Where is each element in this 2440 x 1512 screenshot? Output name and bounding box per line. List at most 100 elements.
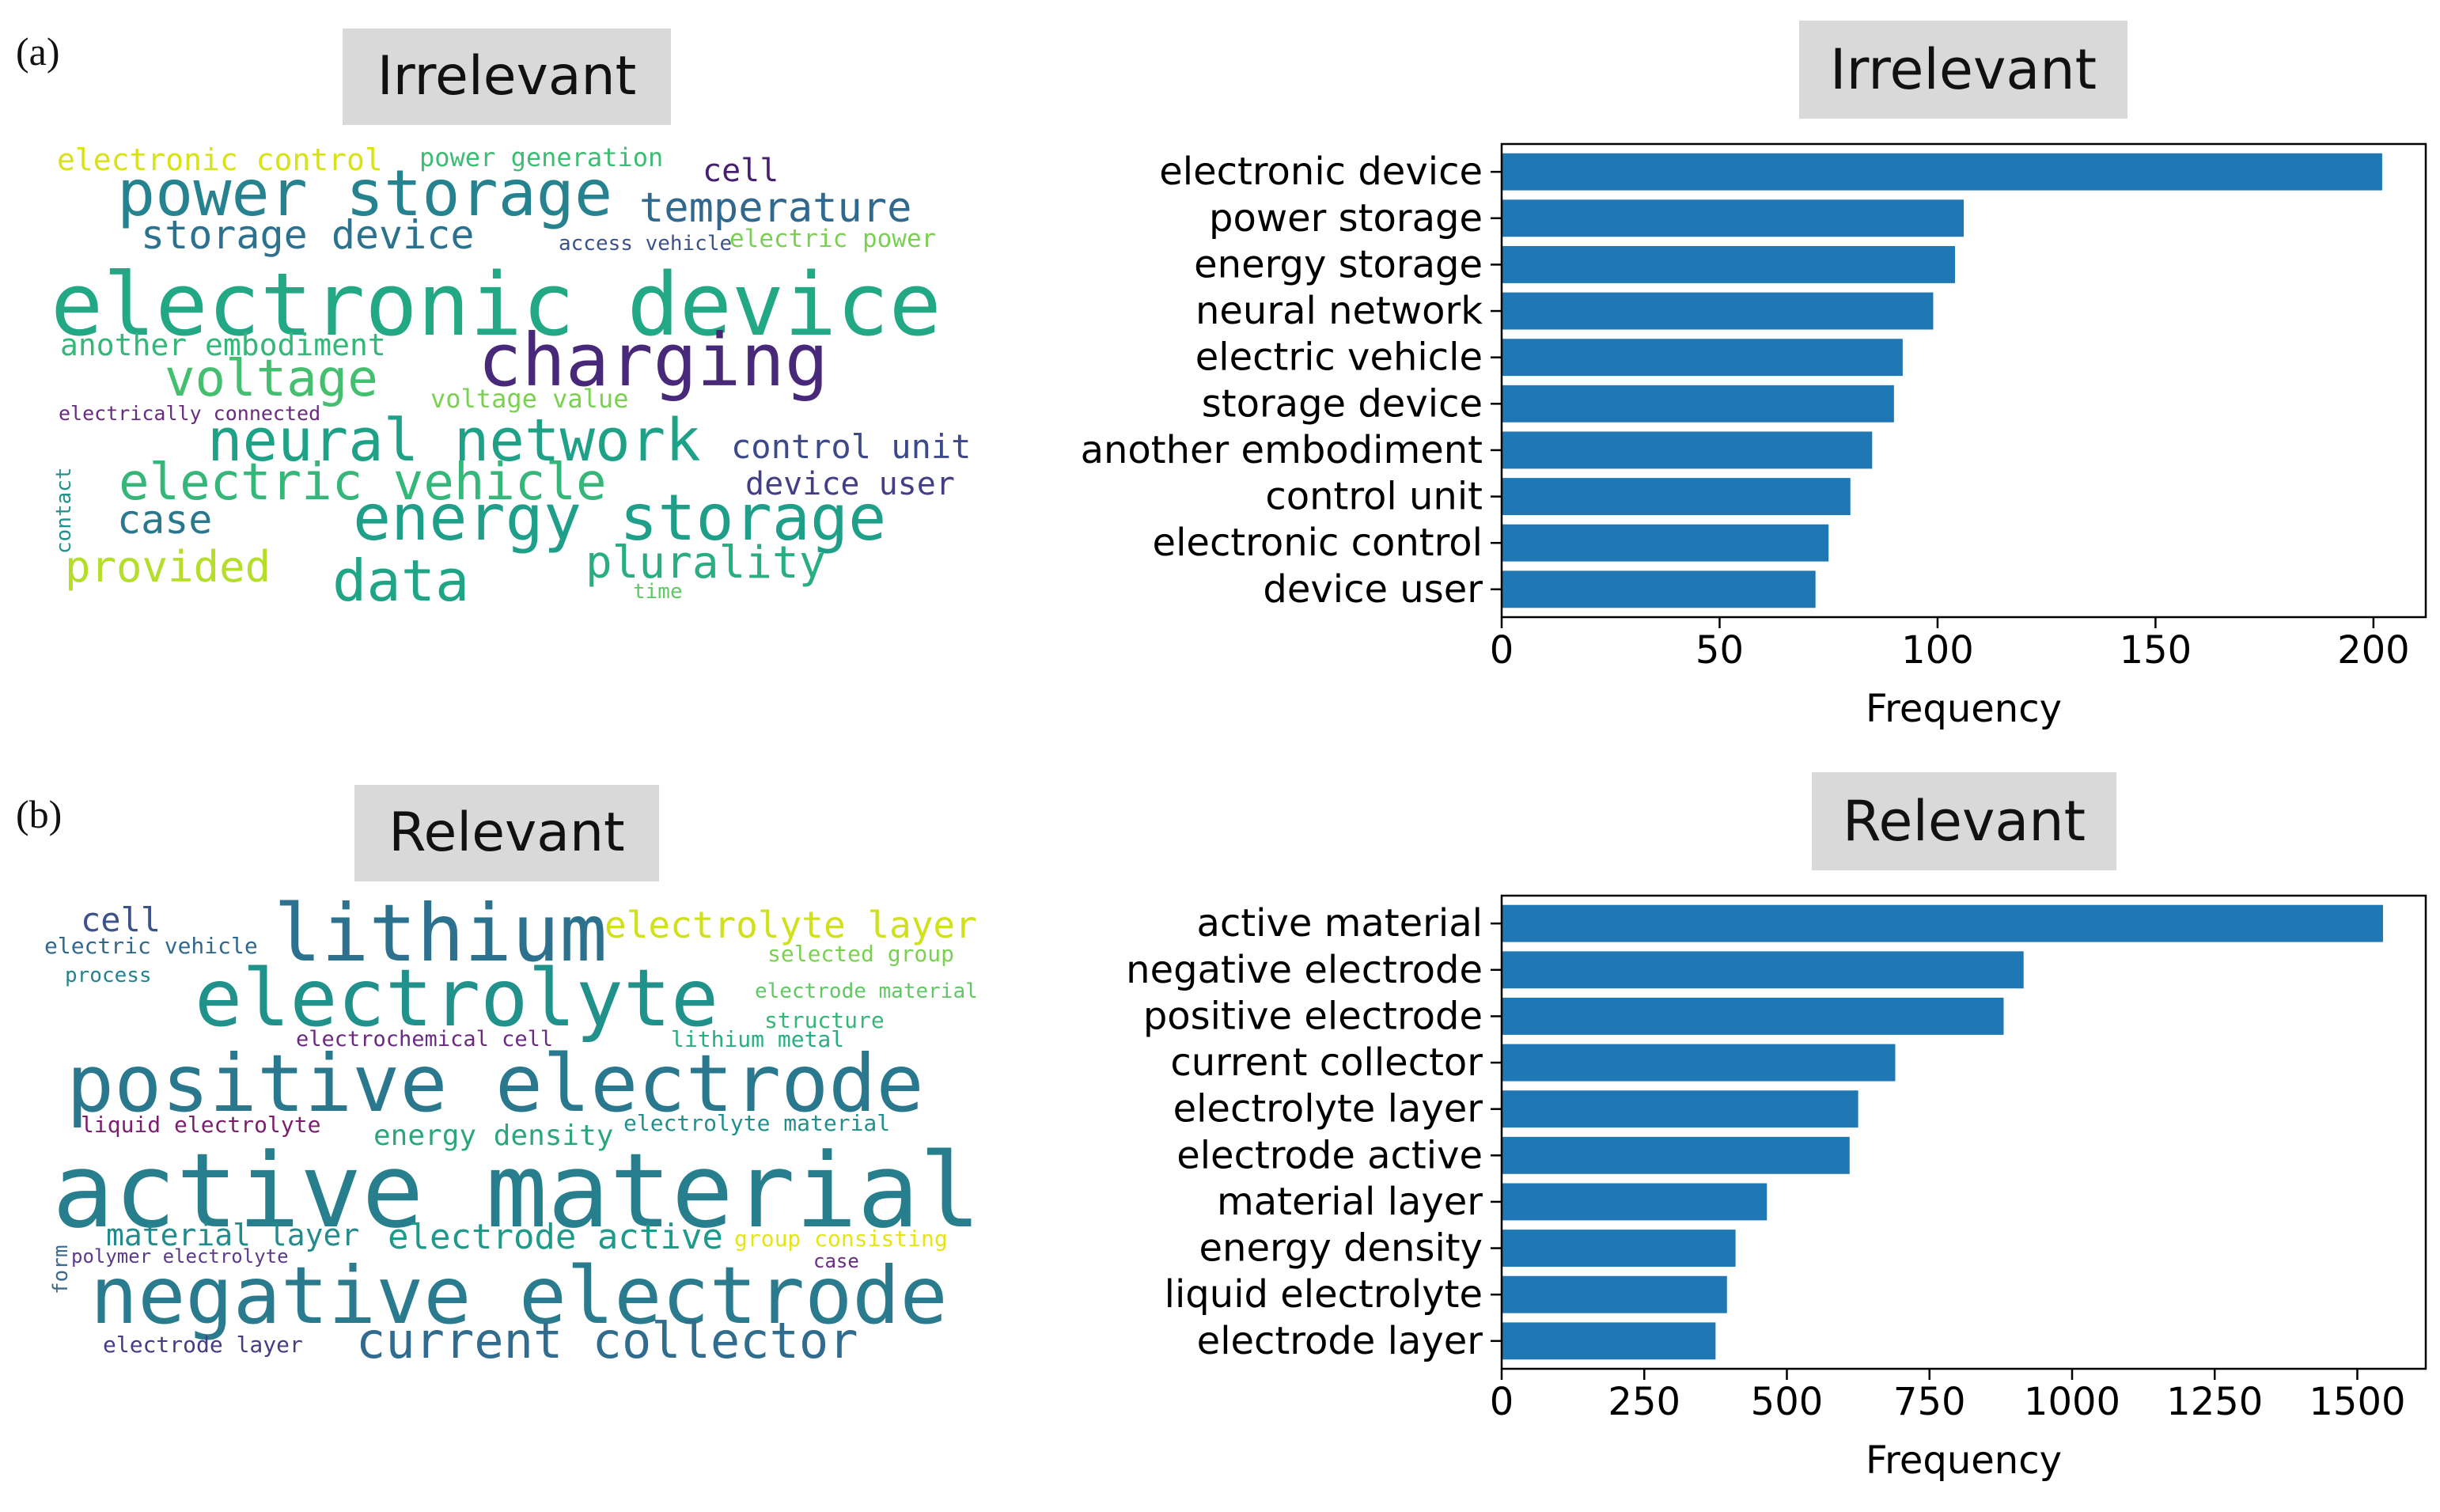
chart-b-axes-frame <box>1500 894 2427 1370</box>
wordcloud-word: power generation <box>419 142 664 172</box>
chart-b-bar <box>1502 997 2004 1035</box>
wordcloud-word: process <box>65 964 152 987</box>
wordcloud-word: time <box>633 580 683 604</box>
wordcloud-word: electrochemical cell <box>296 1027 554 1052</box>
chart-b-xtick-label: 1250 <box>2166 1380 2263 1424</box>
chart-a-xtick-label: 150 <box>2120 628 2192 673</box>
chart-a-category-label: device user <box>1263 567 1483 612</box>
chart-b-category-label: electrode layer <box>1197 1319 1483 1363</box>
wordcloud-word: control unit <box>731 427 972 466</box>
wordcloud-word: positive electrode <box>66 1037 924 1130</box>
chart-a-category-label: another embodiment <box>1081 428 1483 472</box>
chart-a-category-label: power storage <box>1209 196 1483 241</box>
chart-b-xlabel: Frequency <box>1866 1438 2062 1483</box>
chart-b-xtick-label: 0 <box>1490 1380 1514 1424</box>
chart-b-xtick-label: 500 <box>1751 1380 1824 1424</box>
wordcloud-word: energy density <box>373 1120 614 1152</box>
wordcloud-word: case <box>813 1250 859 1272</box>
wordcloud-word: electrolyte material <box>623 1110 891 1136</box>
wordcloud-word: energy storage <box>353 481 887 555</box>
panel-b-tag: (b) <box>16 792 63 836</box>
wordcloud-word: liquid electrolyte <box>81 1112 321 1138</box>
chart-a-bar <box>1502 385 1894 423</box>
chart-b-bar <box>1502 1090 1858 1128</box>
chart-b-category-label: electrode active <box>1176 1133 1483 1177</box>
wordcloud-word: electrode active <box>388 1217 723 1257</box>
chart-b-category-label: active material <box>1197 901 1483 945</box>
wordcloud-word: another embodiment <box>60 328 386 362</box>
wordcloud-word: plurality <box>585 537 826 589</box>
wordcloud-word: structure <box>764 1007 885 1033</box>
wordcloud-word: negative electrode <box>90 1249 948 1342</box>
chart-a-bar <box>1502 292 1934 330</box>
wordcloud-word: electronic control <box>57 142 383 177</box>
chart-b-xtick-label: 1500 <box>2309 1380 2405 1424</box>
chart-b-category-label: negative electrode <box>1126 948 1483 992</box>
wordcloud-word: lithium <box>274 887 608 980</box>
chart-a-category-label: storage device <box>1202 381 1483 426</box>
chart-a-category-label: electric vehicle <box>1195 335 1483 380</box>
wordcloud-word: electrolyte <box>195 952 719 1044</box>
wordcloud-word: cell <box>81 900 161 939</box>
wordcloud-word: charging <box>478 318 829 403</box>
wordcloud-a-title: Irrelevant <box>343 28 671 125</box>
chart-a-xtick-label: 50 <box>1695 628 1744 673</box>
chart-b-bar <box>1502 1136 1850 1174</box>
wordcloud-word: device user <box>745 466 955 502</box>
chart-a-axes-frame <box>1500 142 2427 619</box>
wordcloud-word: cell <box>703 153 779 189</box>
chart-a-bar <box>1502 431 1873 469</box>
wordcloud-word: data <box>332 548 470 614</box>
chart-a-bar <box>1502 339 1903 377</box>
chart-a-xtick-label: 0 <box>1490 628 1514 673</box>
chart-b-title: Relevant <box>1812 772 2116 870</box>
wordcloud-word: temperature <box>639 184 912 232</box>
chart-a-category-label: energy storage <box>1194 242 1483 286</box>
chart-a-xtick-label: 100 <box>1901 628 1974 673</box>
wordcloud-word: voltage <box>165 350 378 408</box>
chart-a-title: Irrelevant <box>1799 21 2127 119</box>
wordcloud-b-title: Relevant <box>354 785 659 881</box>
wordcloud-word: case <box>117 497 213 543</box>
chart-a-category-label: electronic device <box>1159 150 1483 194</box>
wordcloud-word: provided <box>65 542 271 592</box>
chart-b-xtick-label: 750 <box>1893 1380 1966 1424</box>
chart-b-bar <box>1502 1275 1727 1313</box>
chart-a-category-label: control unit <box>1265 475 1483 519</box>
chart-a-bar <box>1502 570 1816 608</box>
wordcloud-word: electrolyte layer <box>604 904 977 946</box>
wordcloud-word: electric vehicle <box>44 933 258 959</box>
chart-b-bar <box>1502 951 2024 989</box>
wordcloud-word: material layer <box>106 1218 360 1252</box>
wordcloud-word: voltage value <box>430 384 629 414</box>
wordcloud-word: neural network <box>207 407 701 475</box>
wordcloud-word: polymer electrolyte <box>71 1245 289 1268</box>
chart-a-xtick-label: 200 <box>2337 628 2410 673</box>
chart-a-category-label: neural network <box>1195 289 1483 333</box>
chart-a-bar <box>1502 199 1964 237</box>
chart-b-category-label: material layer <box>1217 1180 1483 1224</box>
chart-a-category-label: electronic control <box>1153 521 1483 565</box>
chart-b-xtick-label: 250 <box>1608 1380 1680 1424</box>
chart-a-bar <box>1502 524 1829 562</box>
wordcloud-word: electric power <box>729 225 937 253</box>
wordcloud-word: electrically connected <box>59 402 321 425</box>
chart-b-bar <box>1502 1044 1896 1082</box>
chart-a-bar <box>1502 478 1851 516</box>
chart-b-xtick-label: 1000 <box>2024 1380 2120 1424</box>
wordcloud-word: active material <box>52 1131 981 1251</box>
wordcloud-word: electric vehicle <box>119 453 607 512</box>
wordcloud-word: selected group <box>767 941 955 967</box>
chart-b-bar <box>1502 1230 1736 1268</box>
wordcloud-word: storage device <box>141 212 475 258</box>
wordcloud-word: electronic device <box>51 254 942 355</box>
wordcloud-word: group consisting <box>734 1226 948 1252</box>
chart-b-bar <box>1502 1183 1767 1221</box>
chart-b-category-label: positive electrode <box>1143 994 1483 1038</box>
chart-a-bar <box>1502 153 2382 191</box>
chart-a-xlabel: Frequency <box>1866 687 2062 731</box>
wordcloud-word: electrode material <box>755 980 978 1003</box>
wordcloud-word: power storage <box>117 157 613 230</box>
